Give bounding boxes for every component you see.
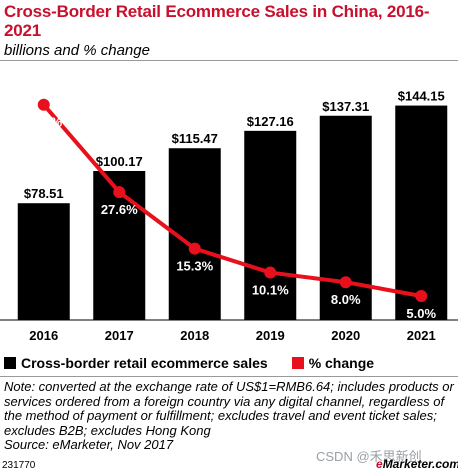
watermark: CSDN @禾思新创 [316,449,422,464]
x-tick-labels: 2016 2017 2018 2019 2020 2021 [29,328,435,343]
point-2017 [113,186,126,199]
bar-label-2020: $137.31 [322,99,369,114]
legend-swatch-change [291,357,304,369]
note-text: Note: converted at the exchange rate of … [4,379,454,438]
percent-change-labels: 46.6% 27.6% 15.3% 10.1% 8.0% 5.0% [25,115,436,321]
chart-title: Cross-Border Retail Ecommerce Sales in C… [4,2,430,40]
point-2021 [415,290,428,303]
point-label-2020: 8.0% [331,292,361,307]
bar-2019 [244,130,297,320]
brand-logo: eMarketer.com [376,457,458,471]
top-divider [0,60,458,61]
bar-2016 [17,203,70,320]
chart-notes: Note: converted at the exchange rate of … [4,379,454,453]
legend-swatch-sales [4,357,16,369]
bar-label-2018: $115.47 [172,131,218,146]
brand-e: e [376,457,383,471]
chart-id: 231770 [2,460,36,471]
bar-label-2019: $127.16 [247,114,294,129]
legend-item-change: % change [291,355,375,371]
point-label-2017: 27.6% [101,202,138,217]
bar-value-labels: $78.51 $100.17 $115.47 $127.16 $137.31 $144.1… [24,89,445,202]
chart-area: $78.51 $100.17 $115.47 $127.16 $137.31 $144.1… [0,89,458,343]
bar-2020 [319,115,372,320]
bottom-divider [0,376,458,377]
legend-label-change: % change [308,355,375,371]
point-2020 [339,276,352,289]
source-text: Source: eMarketer, Nov 2017 [4,437,174,452]
point-2019 [264,266,277,279]
point-2016 [37,98,50,111]
bar-label-2016: $78.51 [24,186,64,201]
point-label-2019: 10.1% [252,283,289,298]
point-label-2021: 5.0% [406,306,436,321]
chart-subtitle: billions and % change [4,42,150,59]
legend-item-sales: Cross-border retail ecommerce sales [4,355,268,371]
legend: Cross-border retail ecommerce sales % ch… [4,354,454,372]
percent-change-line [41,102,424,299]
x-tick-2018: 2018 [180,328,209,343]
x-tick-2019: 2019 [256,328,285,343]
point-label-2018: 15.3% [176,259,213,274]
percent-change-points [37,98,428,303]
x-tick-2017: 2017 [105,328,134,343]
bar-label-2021: $144.15 [398,89,445,104]
x-tick-2016: 2016 [29,328,58,343]
point-label-2016: 46.6% [25,115,62,130]
brand-rest: Marketer.com [382,457,458,471]
x-tick-2020: 2020 [331,328,360,343]
bar-label-2017: $100.17 [96,154,143,169]
point-2018 [188,242,201,255]
bar-2021 [395,105,448,320]
x-tick-2021: 2021 [407,328,436,343]
legend-label-sales: Cross-border retail ecommerce sales [21,355,268,371]
